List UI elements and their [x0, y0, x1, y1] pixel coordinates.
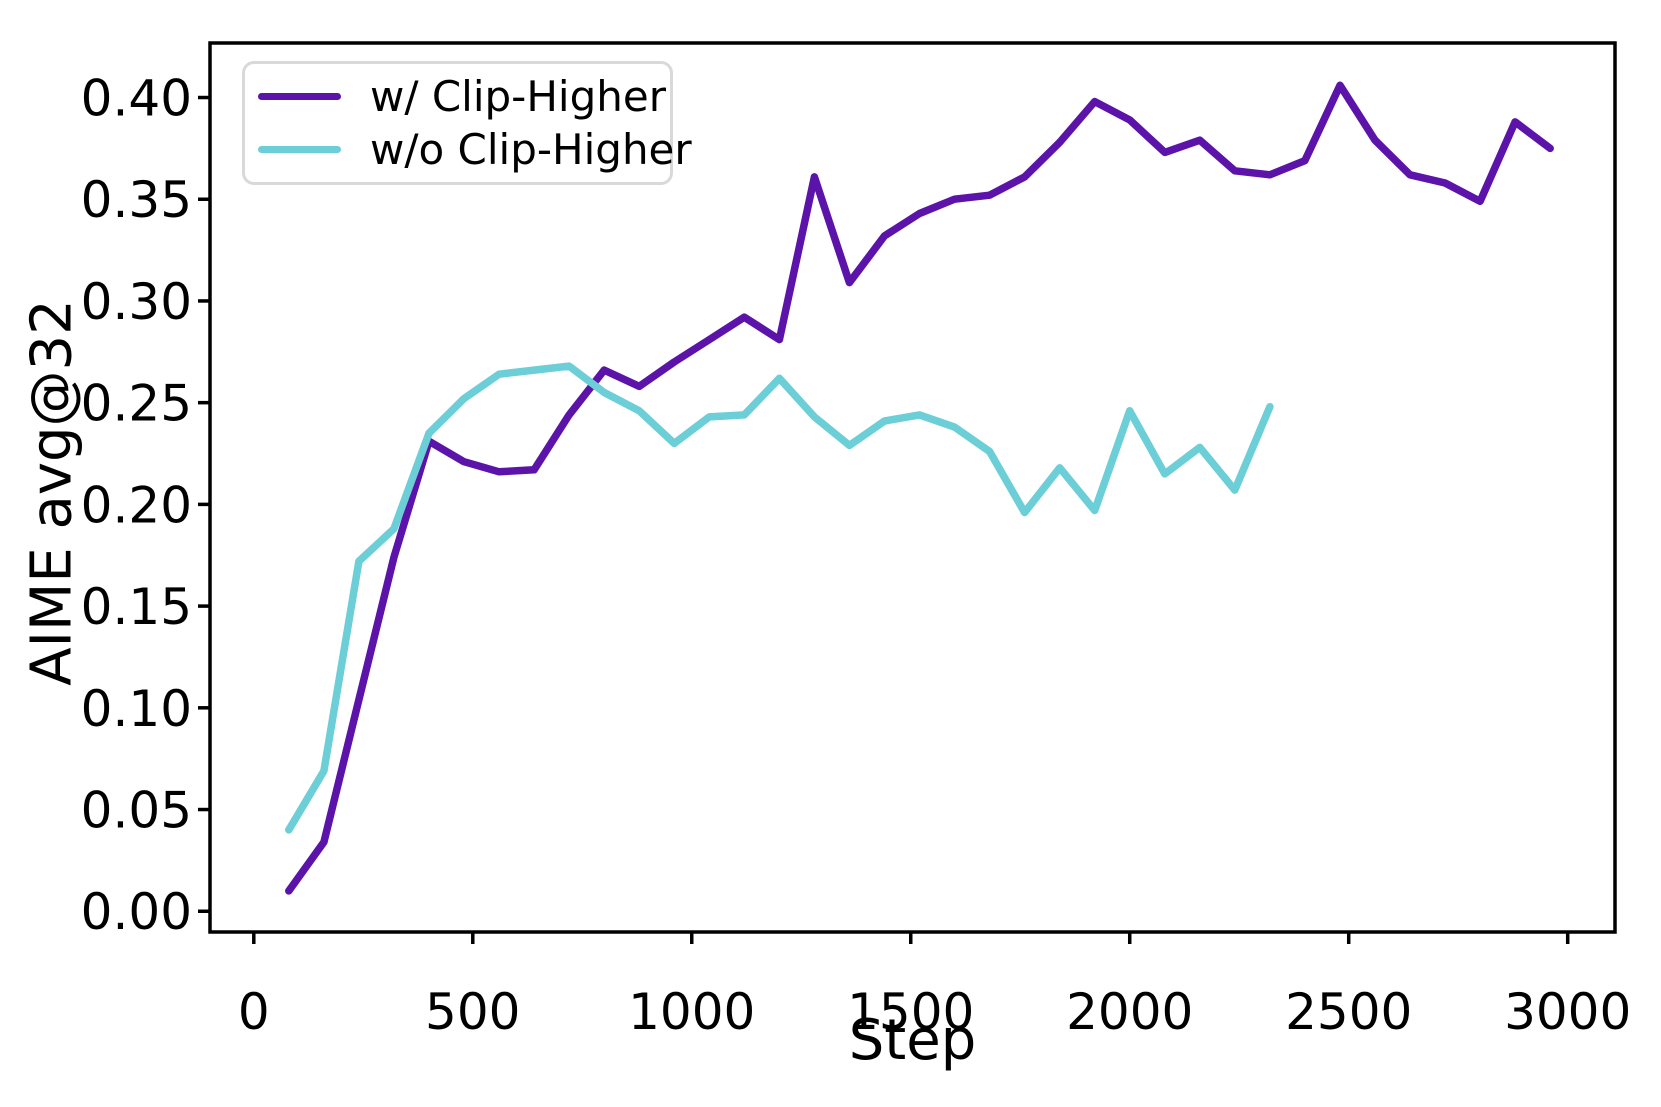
legend-swatch-with-clip-higher	[258, 93, 341, 100]
legend-item-without-clip-higher: w/o Clip-Higher	[245, 128, 692, 171]
legend-swatch-without-clip-higher	[258, 146, 341, 153]
x-tick-label: 3000	[1504, 983, 1631, 1041]
y-tick-label: 0.15	[81, 578, 192, 636]
plot-frame	[208, 41, 1617, 934]
legend-label-with-clip-higher: w/ Clip-Higher	[370, 71, 666, 121]
y-tick-label: 0.10	[81, 680, 192, 738]
x-tick-label: 2500	[1285, 983, 1412, 1041]
x-tick-label: 0	[238, 983, 270, 1041]
series-line-with-clip-higher	[285, 81, 1554, 895]
y-tick-label: 0.20	[81, 476, 192, 534]
y-tick-label: 0.00	[81, 883, 192, 941]
x-tick-label: 500	[425, 983, 520, 1041]
x-tick-label: 1000	[628, 983, 755, 1041]
x-axis-title: Step	[848, 1008, 977, 1073]
y-tick-label: 0.35	[81, 171, 192, 229]
y-tick-label: 0.25	[81, 375, 192, 433]
x-tick-label: 2000	[1066, 983, 1193, 1041]
y-tick-label: 0.05	[81, 782, 192, 840]
legend-item-with-clip-higher: w/ Clip-Higher	[245, 71, 670, 121]
x-tick-label: 1500	[847, 983, 974, 1041]
series-line-without-clip-higher	[285, 362, 1274, 834]
legend: w/ Clip-Higher w/o Clip-Higher	[242, 61, 692, 185]
legend-label-without-clip-higher: w/o Clip-Higher	[370, 124, 692, 174]
y-tick-label: 0.30	[81, 273, 192, 331]
y-axis-title: AIME avg@32	[19, 299, 85, 686]
y-tick-label: 0.40	[81, 70, 192, 128]
